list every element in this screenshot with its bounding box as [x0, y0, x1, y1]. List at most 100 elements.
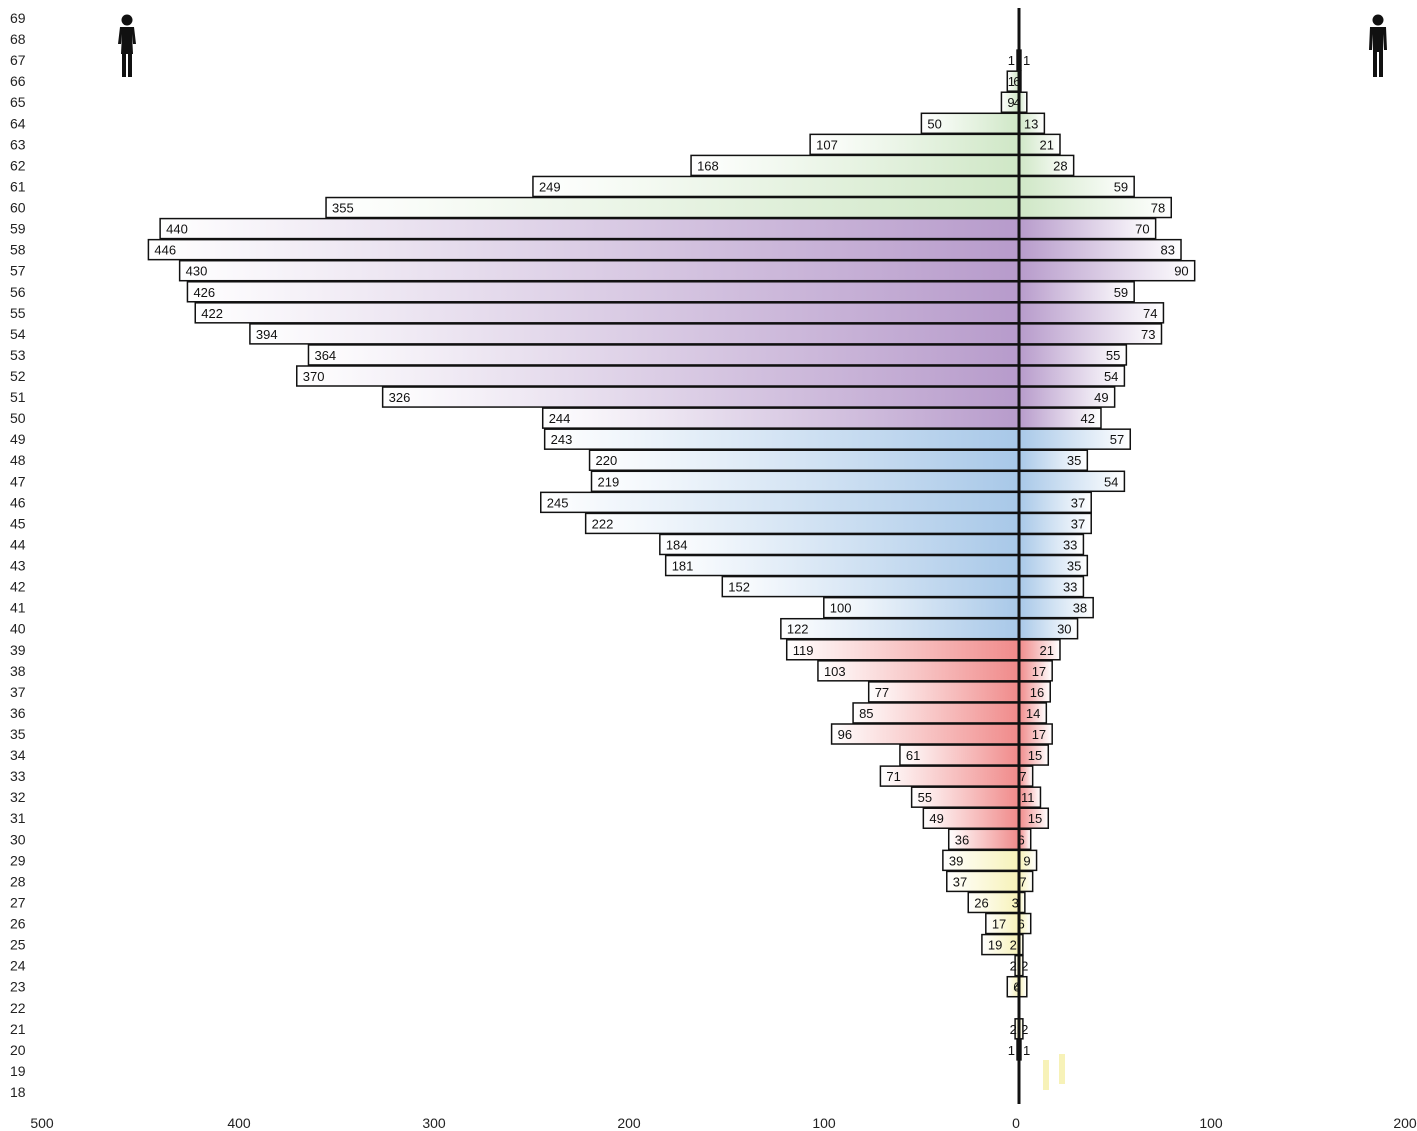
bar-female-label: 168: [697, 158, 719, 173]
x-axis: 500 400 300 200 100 0 100 200: [30, 1115, 1417, 1131]
age-label: 38: [10, 663, 26, 679]
bar-female-label: 19: [988, 938, 1002, 953]
age-label: 20: [10, 1042, 26, 1058]
bar-female-label: 219: [598, 474, 620, 489]
bar-male-label: 57: [1110, 432, 1124, 447]
bar-female: [584, 512, 1020, 535]
bar-female: [780, 617, 1020, 640]
age-label: 62: [10, 157, 26, 173]
age-label: 59: [10, 221, 26, 237]
bar-female: [249, 323, 1020, 345]
age-label: 52: [10, 368, 26, 384]
bar-female: [588, 449, 1020, 471]
bar-female-label: 55: [918, 790, 932, 805]
bar-female-label: 39: [949, 853, 963, 868]
bar-male-label: 17: [1032, 727, 1046, 742]
bar-male-label: 14: [1026, 706, 1040, 721]
bar-female-label: 49: [929, 811, 943, 826]
bar-female-label: 122: [787, 622, 809, 637]
x-tick-label: 500: [30, 1115, 54, 1131]
bar-female-label: 243: [551, 432, 573, 447]
bar-female-label: 50: [927, 116, 941, 131]
bar-female: [381, 386, 1020, 408]
age-label: 36: [10, 705, 26, 721]
bar-male-label: 11: [1021, 790, 1035, 805]
bar-female-label: 249: [539, 179, 561, 194]
bar-male-label: 15: [1028, 748, 1042, 763]
bar-male-label: 30: [1057, 622, 1071, 637]
bar-female-label: 244: [549, 411, 571, 426]
bar-female: [830, 723, 1020, 745]
bar-female-label: 1: [1023, 53, 1030, 68]
age-label: 60: [10, 200, 26, 216]
bar-female: [296, 365, 1020, 387]
x-tick-label: 300: [422, 1115, 446, 1131]
bar-female: [194, 302, 1020, 324]
bar-male-label: 73: [1141, 327, 1155, 342]
age-label: 19: [10, 1063, 26, 1079]
bar-female-label: 222: [592, 516, 614, 531]
bar-male-label: 54: [1104, 474, 1118, 489]
age-label: 64: [10, 115, 26, 131]
bar-male-label: 6: [1017, 917, 1024, 932]
age-label: 45: [10, 515, 26, 531]
age-label: 26: [10, 916, 26, 932]
age-label: 28: [10, 873, 26, 889]
bar-female-label: 26: [974, 895, 988, 910]
x-tick-label: 100: [1199, 1115, 1223, 1131]
bar-female: [147, 238, 1020, 261]
age-label: 58: [10, 242, 26, 258]
bar-male: [1018, 302, 1165, 324]
bar-male-label: 90: [1174, 264, 1188, 279]
age-label: 43: [10, 558, 26, 574]
bar-male-label: 2: [1010, 959, 1017, 974]
bar-male: [1018, 196, 1173, 219]
bar-male-label: 37: [1071, 516, 1085, 531]
bar-female: [590, 470, 1020, 493]
age-label: 23: [10, 979, 26, 995]
bar-male-label: 17: [1032, 664, 1046, 679]
bar-male-label: 35: [1067, 453, 1081, 468]
bar-female-label: 370: [303, 369, 325, 384]
bar-male-label: 38: [1073, 601, 1087, 616]
age-label: 34: [10, 747, 26, 763]
bar-female-label: 440: [166, 222, 188, 237]
bar-male-label: 21: [1040, 643, 1054, 658]
age-label: 48: [10, 452, 26, 468]
age-label: 21: [10, 1021, 26, 1037]
bar-male-label: 7: [1019, 769, 1026, 784]
age-label: 30: [10, 831, 26, 847]
bar-male-label: 59: [1114, 179, 1128, 194]
bar-female: [879, 765, 1020, 787]
male-icon: [1363, 14, 1393, 80]
age-label: 54: [10, 326, 26, 342]
bar-female-label: 6: [1013, 980, 1020, 995]
bar-female: [543, 428, 1020, 450]
age-label: 67: [10, 52, 26, 68]
bar-male-label: 74: [1143, 306, 1157, 321]
age-label: 65: [10, 94, 26, 110]
bar-female: [817, 660, 1020, 682]
age-label: 50: [10, 410, 26, 426]
age-label: 68: [10, 31, 26, 47]
age-label: 25: [10, 937, 26, 953]
bar-male-label: 15: [1028, 811, 1042, 826]
bar-male-label: 78: [1151, 201, 1165, 216]
bar-male-label: 21: [1040, 137, 1054, 152]
age-label: 22: [10, 1000, 26, 1016]
bar-male-label: 1: [1008, 53, 1015, 68]
age-label: 41: [10, 600, 26, 616]
bar-female-label: 6: [1013, 74, 1020, 89]
age-label: 32: [10, 789, 26, 805]
age-label: 56: [10, 284, 26, 300]
bar-female-label: 326: [389, 390, 411, 405]
bar-female-label: 220: [596, 453, 618, 468]
age-axis: 69 68 67 66 65 64 63 62 61 60 59 58 57 56 55 54 53 52 51 50…: [10, 10, 26, 1100]
age-label: 18: [10, 1084, 26, 1100]
bar-male-label: 2: [1010, 1022, 1017, 1037]
age-label: 47: [10, 473, 26, 489]
bar-male-label: 49: [1094, 390, 1108, 405]
age-label: 27: [10, 894, 26, 910]
bar-female-label: 9: [1007, 95, 1014, 110]
